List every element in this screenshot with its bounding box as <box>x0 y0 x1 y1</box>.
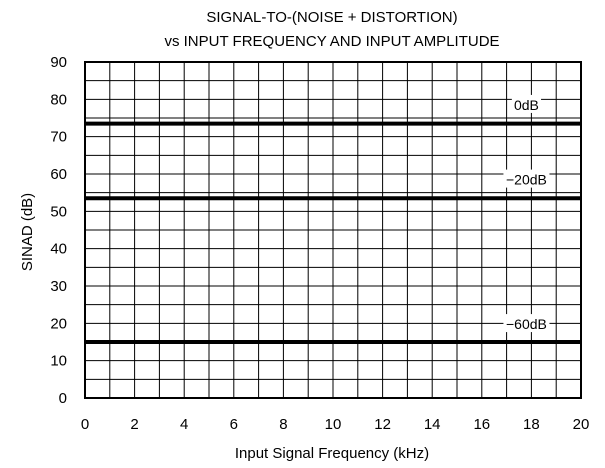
x-tick-label: 8 <box>279 416 287 433</box>
y-tick-label: 50 <box>50 203 67 220</box>
grid <box>85 62 581 398</box>
x-tick-label: 12 <box>374 416 391 433</box>
x-tick-label: 18 <box>523 416 540 433</box>
y-tick-label: 40 <box>50 241 67 258</box>
series-lines <box>85 121 581 344</box>
y-tick-label: 60 <box>50 166 67 183</box>
series-label: −60dB <box>506 316 547 332</box>
y-tick-label: 30 <box>50 278 67 295</box>
series-label-background <box>503 169 550 188</box>
y-tick-label: 80 <box>50 91 67 108</box>
chart-title-line-2: vs INPUT FREQUENCY AND INPUT AMPLITUDE <box>164 33 499 50</box>
x-tick-label: 16 <box>473 416 490 433</box>
y-axis-label: SINAD (dB) <box>19 193 36 271</box>
x-tick-label: 2 <box>130 416 138 433</box>
x-tick-label: 4 <box>180 416 188 433</box>
y-tick-label: 20 <box>50 315 67 332</box>
y-tick-label: 10 <box>50 353 67 370</box>
x-tick-label: 14 <box>424 416 441 433</box>
x-tick-label: 0 <box>81 416 89 433</box>
y-tick-label: 70 <box>50 129 67 146</box>
y-axis-ticks: 0 10 20 30 40 50 60 70 80 90 <box>50 54 67 407</box>
x-tick-label: 10 <box>325 416 342 433</box>
y-tick-label: 90 <box>50 54 67 71</box>
plot-area-border <box>84 61 582 399</box>
y-tick-label: 0 <box>59 390 67 407</box>
x-tick-label: 6 <box>230 416 238 433</box>
series-label: −20dB <box>506 172 547 188</box>
x-axis-label: Input Signal Frequency (kHz) <box>235 445 429 462</box>
x-axis-ticks: 0 2 4 6 8 10 12 14 16 18 20 <box>81 416 590 433</box>
series-label-background <box>511 94 542 113</box>
series-label: 0dB <box>514 97 539 113</box>
series-label-background <box>503 314 550 333</box>
series-labels: 0dB −20dB −60dB <box>503 94 550 333</box>
chart-title: SIGNAL-TO-(NOISE + DISTORTION) vs INPUT … <box>164 9 499 50</box>
x-tick-label: 20 <box>573 416 590 433</box>
chart-title-line-1: SIGNAL-TO-(NOISE + DISTORTION) <box>206 9 457 26</box>
